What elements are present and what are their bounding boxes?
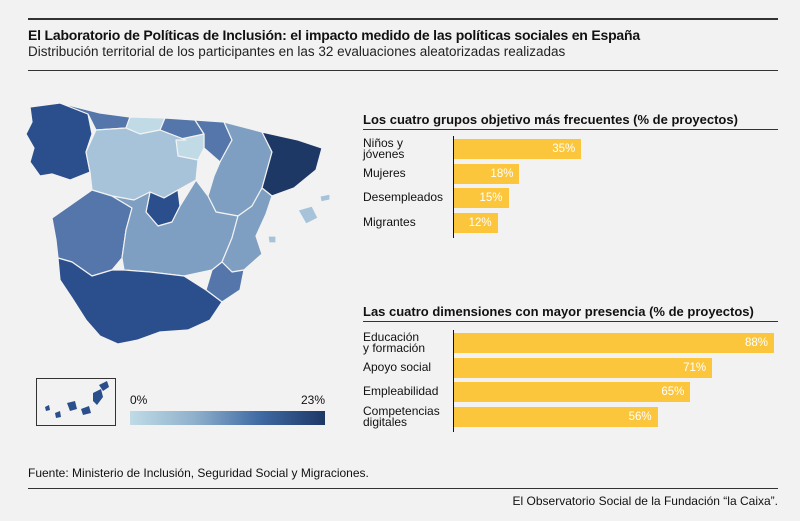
bar bbox=[454, 188, 509, 208]
bar bbox=[454, 139, 582, 159]
credit-note: El Observatorio Social de la Fundación “… bbox=[512, 494, 778, 508]
legend-gradient-bar bbox=[130, 411, 325, 425]
canary-islands-inset bbox=[36, 378, 116, 426]
category-label-line: Empleabilidad bbox=[363, 384, 439, 398]
category-label-line: y formación bbox=[363, 341, 426, 355]
bar-value-label: 71% bbox=[683, 361, 707, 374]
category-label: Migrantes bbox=[363, 214, 453, 229]
region-castilla-y-leon bbox=[85, 127, 199, 201]
bar bbox=[454, 357, 713, 378]
category-label-line: Desempleados bbox=[363, 190, 444, 204]
bar-value-label: 15% bbox=[479, 192, 503, 204]
bar-value-label: 65% bbox=[661, 386, 685, 398]
header-divider bbox=[28, 70, 778, 71]
category-label: Educación y formación bbox=[363, 330, 453, 355]
dimensions-chart-rule bbox=[363, 321, 778, 322]
footer-rule bbox=[28, 488, 778, 489]
category-label: Competencias digitales bbox=[363, 403, 453, 429]
category-label: Empleabilidad bbox=[363, 384, 453, 398]
spain-choropleth-map bbox=[25, 102, 331, 345]
canary-islands-map bbox=[45, 381, 109, 418]
region-cataluna bbox=[261, 131, 323, 197]
canary-island-shape bbox=[81, 406, 91, 415]
bar-value-label: 35% bbox=[552, 143, 576, 155]
region-galicia bbox=[25, 102, 93, 181]
groups-chart-title: Los cuatro grupos objetivo más frecuente… bbox=[363, 112, 738, 127]
canary-island-shape bbox=[55, 411, 61, 418]
legend-min-label: 0% bbox=[130, 393, 148, 407]
category-label-line: digitales bbox=[363, 414, 408, 429]
category-label-line: Mujeres bbox=[363, 165, 406, 180]
region-valencia bbox=[221, 187, 273, 273]
category-label: Apoyo social bbox=[363, 359, 453, 374]
canary-island-shape bbox=[99, 381, 109, 391]
region-andalucia bbox=[57, 257, 223, 345]
category-label: Niños y jóvenes bbox=[363, 136, 453, 161]
region-mallorca bbox=[297, 205, 319, 225]
category-label-line: jóvenes bbox=[363, 147, 405, 161]
chart-title: El Laboratorio de Políticas de Inclusión… bbox=[28, 27, 640, 43]
bar-value-label: 12% bbox=[468, 216, 492, 229]
canary-island-shape bbox=[45, 405, 50, 411]
bar-axis-line bbox=[453, 330, 454, 432]
category-label-line: Competencias bbox=[363, 403, 440, 418]
region-ibiza bbox=[267, 235, 277, 244]
groups-chart-rule bbox=[363, 129, 778, 130]
bar-value-label: 88% bbox=[744, 337, 768, 349]
canary-island-shape bbox=[67, 401, 77, 411]
region-menorca bbox=[319, 193, 331, 203]
dimensions-chart-title: Las cuatro dimensiones con mayor presenc… bbox=[363, 304, 754, 319]
category-label-line: Educación bbox=[363, 330, 420, 344]
bar bbox=[454, 406, 658, 427]
legend-max-label: 23% bbox=[300, 393, 325, 407]
bar-axis-line bbox=[453, 136, 454, 238]
category-label: Desempleados bbox=[363, 190, 453, 204]
source-note: Fuente: Ministerio de Inclusión, Segurid… bbox=[28, 466, 369, 480]
chart-subtitle: Distribución territorial de los particip… bbox=[28, 44, 566, 59]
bar-value-label: 18% bbox=[490, 167, 514, 180]
region-extremadura bbox=[51, 189, 133, 277]
bar-value-label: 56% bbox=[628, 410, 652, 423]
bar bbox=[454, 382, 691, 402]
bar bbox=[454, 333, 774, 353]
category-label: Mujeres bbox=[363, 165, 453, 180]
category-label-line: Migrantes bbox=[363, 214, 416, 229]
category-label-line: Niños y bbox=[363, 136, 404, 150]
top-rule bbox=[28, 18, 778, 20]
bar bbox=[454, 212, 498, 233]
canary-island-shape bbox=[93, 389, 103, 405]
bar bbox=[454, 163, 520, 184]
category-label-line: Apoyo social bbox=[363, 359, 432, 374]
